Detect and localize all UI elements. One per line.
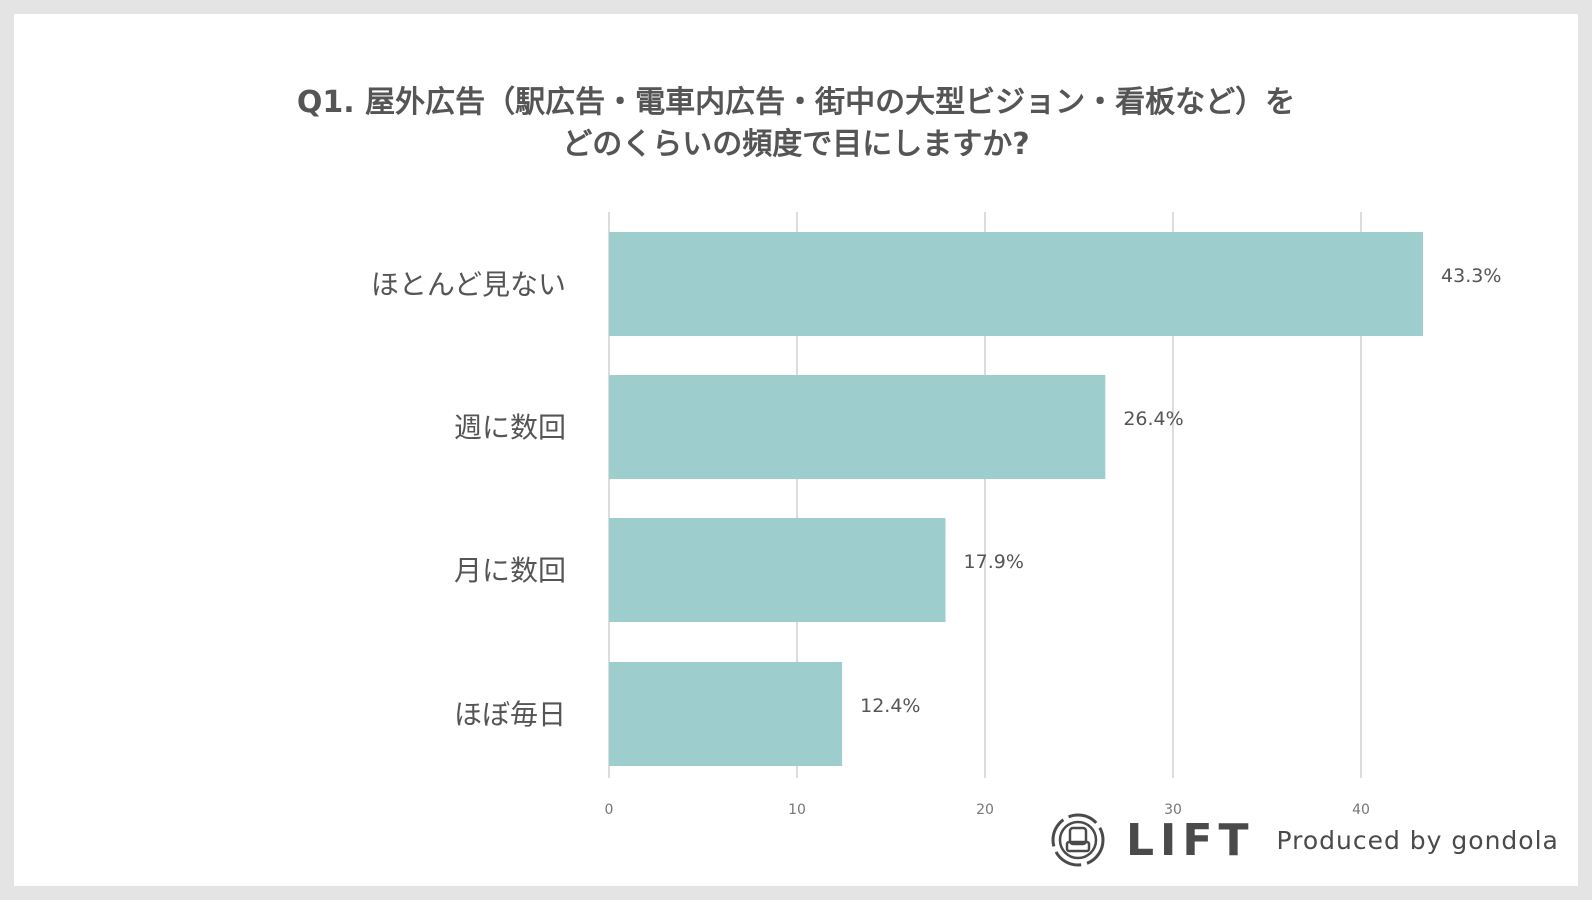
bar [609, 518, 946, 622]
produced-by: Produced by gondola [1276, 825, 1559, 855]
footer-logo: LIFT Produced by gondola [1050, 812, 1559, 868]
category-label: 週に数回 [454, 411, 566, 444]
data-label: 43.3% [1441, 265, 1501, 287]
category-label: ほとんど見ない [371, 268, 566, 301]
data-label: 17.9% [964, 551, 1024, 573]
brand-name: LIFT [1126, 814, 1255, 866]
title-line-2: どのくらいの頻度で目にしますか? [562, 127, 1030, 162]
chair-in-circle-icon [1051, 813, 1105, 867]
data-label: 26.4% [1123, 408, 1183, 430]
data-label: 12.4% [860, 695, 920, 717]
x-tick-label: 10 [788, 802, 806, 818]
category-label: ほぼ毎日 [454, 698, 566, 731]
bar [609, 662, 843, 766]
x-tick-label: 40 [1352, 802, 1370, 818]
category-label: 月に数回 [454, 554, 566, 587]
x-tick-label: 0 [605, 802, 614, 818]
bar [609, 232, 1424, 336]
x-tick-label: 20 [976, 802, 994, 818]
bar [609, 375, 1106, 479]
chart-title: Q1. 屋外広告（駅広告・電車内広告・街中の大型ビジョン・看板など）を どのくら… [0, 82, 1592, 166]
title-line-1: Q1. 屋外広告（駅広告・電車内広告・街中の大型ビジョン・看板など）を [296, 85, 1296, 120]
x-tick-label: 30 [1164, 802, 1182, 818]
